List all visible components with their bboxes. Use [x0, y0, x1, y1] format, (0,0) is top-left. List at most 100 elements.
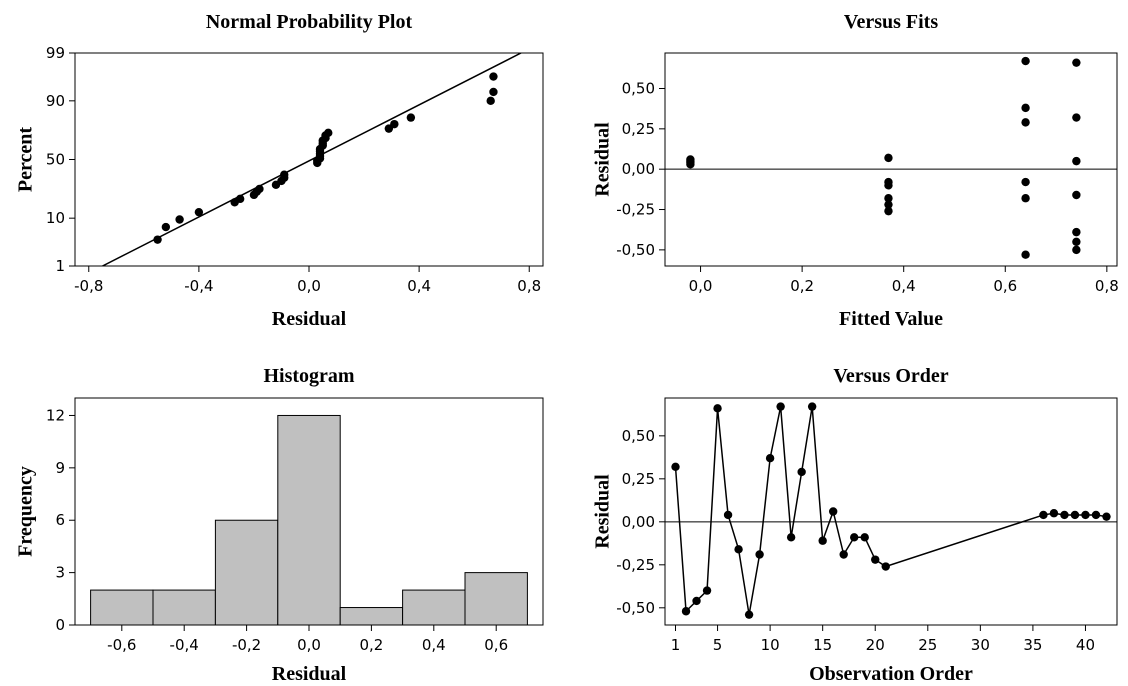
hist-ylabel: Frequency — [15, 466, 37, 557]
fits-xtick-label: 0,6 — [993, 277, 1017, 295]
fits-data-point — [884, 200, 893, 209]
hist-ytick-label: 3 — [55, 564, 65, 582]
npp-xtick-label: 0,0 — [297, 277, 321, 295]
order-ytick-label: -0,50 — [616, 599, 655, 617]
fits-data-point — [1021, 250, 1030, 259]
order-data-point — [702, 586, 712, 595]
order-data-point — [1102, 512, 1111, 521]
order-xtick-label: 1 — [671, 636, 681, 654]
npp-plot-area — [102, 53, 522, 266]
fits-data-point — [1021, 194, 1030, 203]
fits-ytick-label: 0,25 — [622, 120, 655, 138]
fits-data-point — [1072, 245, 1081, 255]
fits-xtick-label: 0,0 — [689, 277, 713, 295]
order-ytick-label: 0,00 — [622, 513, 655, 531]
hist-ytick-label: 6 — [55, 511, 65, 529]
npp-frame — [74, 52, 544, 267]
order-xlabel: Observation Order — [809, 663, 973, 685]
order-data-point — [1091, 510, 1101, 520]
order-data-point — [734, 545, 743, 554]
order-data-point — [1060, 510, 1069, 520]
order-data-point — [818, 536, 827, 545]
order-xtick-label: 15 — [813, 636, 832, 654]
fits-data-point — [1021, 177, 1030, 187]
order-frame — [664, 397, 1118, 626]
order-data-point — [850, 533, 859, 542]
npp-data-point — [235, 194, 245, 204]
order-data-point — [1070, 510, 1080, 520]
npp-ytick-label: 90 — [46, 92, 65, 110]
order-ylabel: Residual — [592, 474, 614, 549]
fits-data-point — [1072, 227, 1081, 237]
fits-data-point — [1072, 190, 1081, 200]
fits-data-point — [1072, 58, 1081, 67]
fits-ylabel: Residual — [592, 122, 614, 197]
order-data-point — [744, 610, 754, 619]
order-xtick-label: 10 — [761, 636, 780, 654]
fits-xtick-label: 0,4 — [892, 277, 916, 295]
fits-title: Versus Fits — [844, 11, 938, 33]
hist-xtick-label: -0,4 — [170, 636, 199, 654]
order-data-point — [860, 533, 869, 542]
npp-data-point — [175, 215, 184, 224]
hist-bar — [152, 589, 216, 625]
npp-xtick-label: -0,4 — [184, 277, 213, 295]
hist-bar — [402, 589, 466, 625]
order-data-point — [828, 507, 838, 516]
order-series-line — [674, 406, 1107, 615]
npp-xtick-label: 0,8 — [517, 277, 541, 295]
fits-data-point — [884, 181, 893, 190]
order-data-point — [723, 510, 733, 520]
hist-xtick-label: -0,6 — [107, 636, 136, 654]
order-xtick-label: 30 — [971, 636, 990, 654]
npp-data-point — [489, 87, 498, 97]
order-data-point — [1049, 509, 1059, 518]
npp-data-point — [161, 222, 171, 232]
npp-data-point — [489, 72, 498, 81]
npp-title: Normal Probability Plot — [206, 11, 413, 33]
order-data-point — [1039, 510, 1048, 520]
fits-data-point — [884, 206, 893, 216]
npp-fit-line — [102, 53, 522, 266]
fits-data-point — [1072, 156, 1081, 166]
fits-data-point — [1021, 118, 1030, 127]
npp-data-point — [194, 207, 204, 217]
fits-data-point — [884, 194, 893, 203]
npp-data-point — [324, 128, 333, 138]
npp-data-point — [280, 170, 289, 179]
npp-ytick-label: 50 — [46, 151, 65, 169]
npp-ytick-label: 1 — [55, 257, 65, 275]
order-xtick-label: 35 — [1023, 636, 1042, 654]
order-data-point — [839, 550, 848, 559]
fits-data-point — [1072, 237, 1081, 246]
fits-plot-area — [665, 56, 1117, 259]
order-data-point — [881, 562, 890, 571]
order-xtick-label: 5 — [713, 636, 723, 654]
order-data-point — [776, 402, 785, 411]
order-xtick-label: 25 — [918, 636, 937, 654]
npp-xtick-label: 0,4 — [407, 277, 431, 295]
npp-xlabel: Residual — [272, 308, 347, 330]
npp-data-point — [255, 184, 264, 194]
order-data-point — [692, 596, 701, 606]
hist-xtick-label: 0,2 — [359, 636, 383, 654]
order-xtick-label: 20 — [866, 636, 885, 654]
hist-bar — [214, 519, 279, 625]
hist-frame — [74, 397, 544, 626]
fits-ytick-label: -0,50 — [616, 241, 655, 259]
order-data-point — [786, 533, 796, 542]
order-data-point — [1081, 510, 1090, 520]
fits-data-point — [1072, 113, 1081, 122]
fits-xtick-label: 0,2 — [790, 277, 814, 295]
npp-xtick-label: -0,8 — [74, 277, 103, 295]
order-data-point — [871, 555, 880, 564]
hist-xlabel: Residual — [272, 663, 347, 685]
npp-ytick-label: 99 — [46, 44, 65, 62]
fits-ytick-label: -0,25 — [616, 201, 655, 219]
order-ytick-label: -0,25 — [616, 556, 655, 574]
order-data-point — [713, 404, 722, 413]
order-ytick-label: 0,50 — [622, 427, 655, 445]
hist-xtick-label: 0,4 — [422, 636, 446, 654]
hist-ytick-label: 0 — [55, 616, 65, 634]
